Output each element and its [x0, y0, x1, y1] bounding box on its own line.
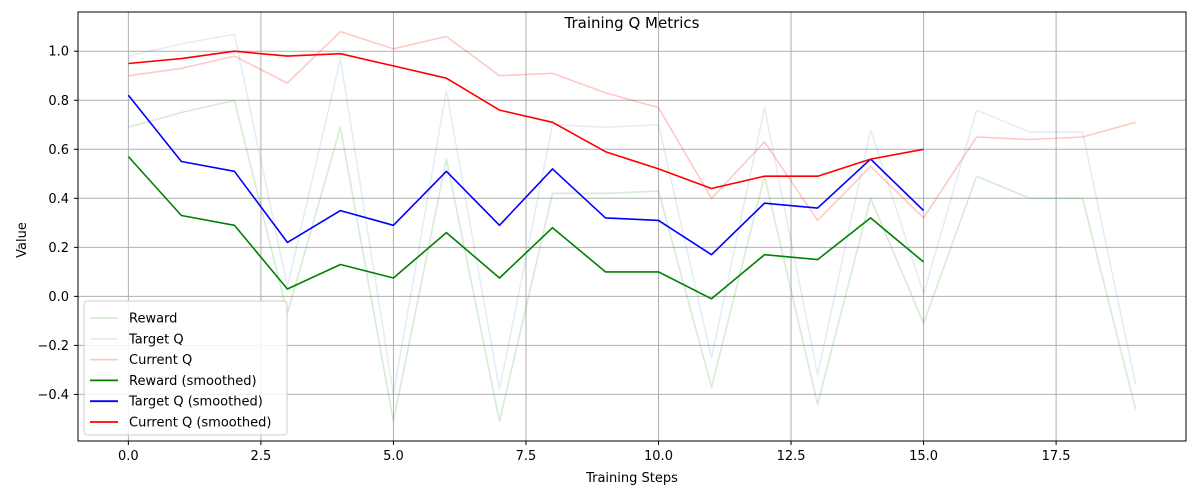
series-line-reward: [128, 99, 1137, 423]
legend-box: [83, 300, 288, 436]
x-tick-label: 2.5: [251, 449, 272, 464]
y-tick-label: 0.2: [48, 241, 69, 256]
y-tick-label: −0.4: [37, 388, 69, 403]
series-line-target-q-smoothed: [127, 94, 925, 256]
series-lines: [127, 30, 1137, 423]
x-tick-label: 15.0: [909, 449, 938, 464]
legend-label-current-q: Current Q: [129, 353, 192, 368]
y-tick-label: 0.6: [48, 143, 69, 158]
x-tick-label: 17.5: [1042, 449, 1071, 464]
y-tick-label: 0.0: [48, 290, 69, 305]
legend-label-target-q-smoothed: Target Q (smoothed): [128, 395, 263, 410]
legend-label-reward-smoothed: Reward (smoothed): [129, 374, 257, 389]
y-tick-label: 0.4: [48, 192, 69, 207]
axis-ticks: 0.0 2.5 5.0 7.5 10.0 12.5 15.0 17.5 −0.4 −0.2 0.0 0…: [37, 45, 1070, 464]
series-line-current-q-smoothed: [128, 50, 924, 190]
legend-label-reward: Reward: [129, 312, 177, 327]
y-tick-label: −0.2: [37, 339, 69, 354]
legend-label-current-q-smoothed: Current Q (smoothed): [129, 416, 271, 431]
legend-label-target-q: Target Q: [128, 332, 184, 347]
x-axis-label: Training Steps: [585, 471, 678, 486]
y-axis-label: Value: [15, 222, 30, 258]
x-tick-label: 10.0: [644, 449, 673, 464]
series-line-current-q: [128, 30, 1136, 222]
x-tick-label: 12.5: [777, 449, 806, 464]
plot-frame: [77, 11, 1187, 442]
series-line-reward-smoothed: [127, 156, 925, 300]
x-tick-label: 7.5: [516, 449, 537, 464]
x-tick-label: 5.0: [383, 449, 404, 464]
legend: Reward Target Q Current Q Reward (smoothed)…: [83, 300, 288, 436]
chart-title: Training Q Metrics: [564, 14, 700, 32]
y-tick-label: 1.0: [48, 45, 69, 60]
y-tick-label: 0.8: [48, 94, 69, 109]
series-line-target-q: [128, 33, 1137, 396]
x-tick-label: 0.0: [118, 449, 139, 464]
